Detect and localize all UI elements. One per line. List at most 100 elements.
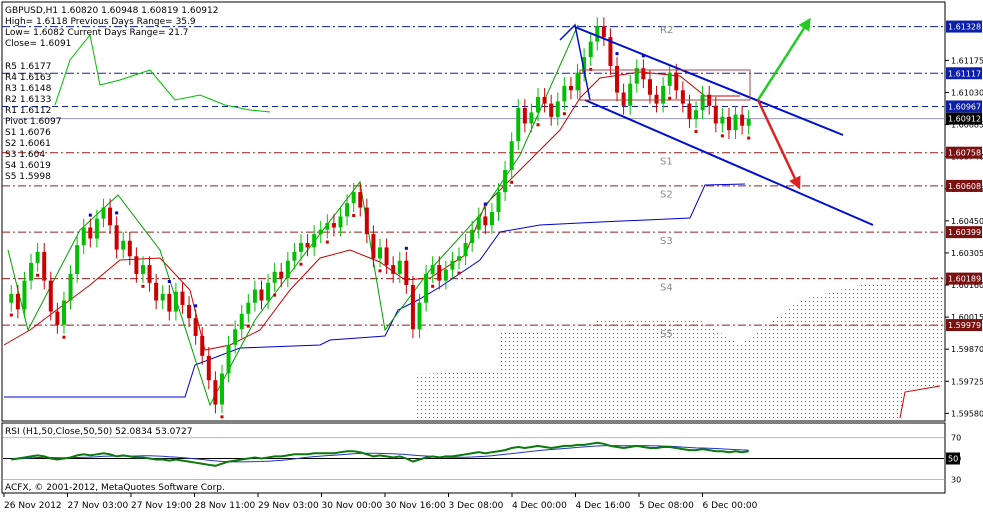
candle-body [312, 234, 317, 248]
rsi-line [11, 441, 749, 467]
candle-body [674, 72, 679, 91]
candle-body [246, 302, 251, 314]
time-label: 4 Dec 00:00 [512, 501, 567, 511]
candle-body [127, 240, 132, 257]
candle-body [68, 273, 73, 301]
level-price-box [946, 100, 982, 113]
level-price-box [946, 20, 982, 33]
level-price-label: 1.59979 [948, 321, 981, 330]
time-label: 27 Nov 03:00 [68, 501, 129, 511]
pivot-label-pivot: Pivot 1.6097 [5, 117, 61, 127]
candle-body [75, 245, 80, 274]
pivot-label-s3: S3 1.604 [5, 150, 45, 160]
level-price-box [946, 67, 982, 80]
psar-dot [220, 415, 224, 419]
info-line: Close= 1.6091 [5, 39, 71, 49]
psar-dot [325, 240, 329, 244]
time-label: 30 Nov 16:00 [385, 501, 446, 511]
candle-body [568, 85, 573, 91]
candle-body [325, 223, 330, 230]
candle-body [647, 79, 652, 95]
candle-body [417, 302, 422, 330]
candle-body [595, 26, 600, 42]
candle-body [88, 227, 93, 239]
drawn-objects [559, 17, 874, 226]
candle-body [55, 311, 60, 325]
kijun-line [4, 183, 746, 398]
candle-body [134, 256, 139, 274]
candle-body [9, 293, 14, 303]
price-tick-label: 1.59580 [951, 409, 983, 418]
candle-body [562, 85, 567, 102]
chikou-line [54, 33, 271, 113]
level-price-label: 1.61117 [948, 69, 981, 78]
cloud-area [416, 276, 944, 418]
candle-body [470, 229, 475, 243]
level-price-label: 1.60758 [948, 149, 981, 158]
candle-body [437, 265, 442, 281]
pivot-label-r5: R5 1.6177 [5, 62, 51, 72]
candle-body [81, 227, 86, 246]
psar-dot [88, 213, 92, 217]
time-label: 4 Dec 16:00 [576, 501, 631, 511]
cloud-edge-line [899, 385, 941, 419]
time-label: 26 Nov 2012 [4, 501, 62, 511]
candle-body [430, 265, 435, 274]
candle-body [483, 216, 488, 226]
candle-body [318, 229, 323, 235]
candle-body [634, 68, 639, 84]
candle-body [529, 112, 534, 124]
symbol-header: GBPUSD,H1 1.60820 1.60948 1.60819 1.6091… [5, 6, 218, 16]
candle-body [608, 37, 613, 66]
candle-body [575, 72, 580, 91]
candle-body [457, 256, 462, 261]
psar-dot [668, 96, 672, 100]
candle-body [700, 94, 705, 111]
rsi-signal-line [11, 445, 749, 463]
candle-body [621, 92, 626, 106]
psar-dot [62, 335, 66, 339]
psar-dot [9, 313, 13, 317]
time-label: 6 Dec 00:00 [703, 501, 758, 511]
psar-dot [378, 269, 382, 273]
level-price-label: 1.61328 [948, 23, 981, 32]
psar-dot [483, 202, 487, 206]
copyright: ACFX, © 2001-2012, MetaQuotes Software C… [5, 483, 225, 493]
level-price-label: 1.60189 [948, 275, 981, 284]
psar-dot [404, 246, 408, 250]
price-tick-label: 1.60450 [951, 217, 983, 226]
candle-body [443, 269, 448, 281]
psar-dot [720, 134, 724, 138]
time-label: 3 Dec 08:00 [449, 501, 504, 511]
psar-dot [510, 180, 514, 184]
level-tag: S1 [660, 156, 673, 167]
candle-body [713, 105, 718, 124]
rsi-tick-label: 70 [951, 434, 961, 443]
candle-body [252, 289, 257, 303]
candle-body [588, 41, 593, 58]
level-price-label: 1.60608 [948, 182, 981, 191]
psar-dot [167, 280, 171, 284]
rsi-value-box [946, 452, 960, 465]
zigzag-line [7, 24, 579, 407]
candle-body [233, 329, 238, 345]
candle-body [292, 251, 297, 261]
time-label: 27 Nov 19:00 [131, 501, 192, 511]
pivot-label-r2: R2 1.6133 [5, 95, 51, 105]
candle-body [213, 380, 218, 405]
rsi-pane-frame [1, 422, 946, 494]
candle-body [94, 218, 99, 239]
candle-body [615, 65, 620, 93]
price-tick-label: 1.59870 [951, 345, 983, 354]
candle-body [35, 251, 40, 263]
level-price-box [946, 146, 982, 159]
psar-dot [562, 112, 566, 116]
level-price-label: 1.60967 [948, 102, 981, 111]
candle-body [272, 271, 277, 283]
candle-body [239, 313, 244, 330]
candle-body [384, 247, 389, 266]
price-tick-label: 1.59725 [951, 377, 983, 386]
psar-dot [615, 52, 619, 56]
candle-body [522, 108, 527, 124]
candle-body [542, 96, 547, 104]
